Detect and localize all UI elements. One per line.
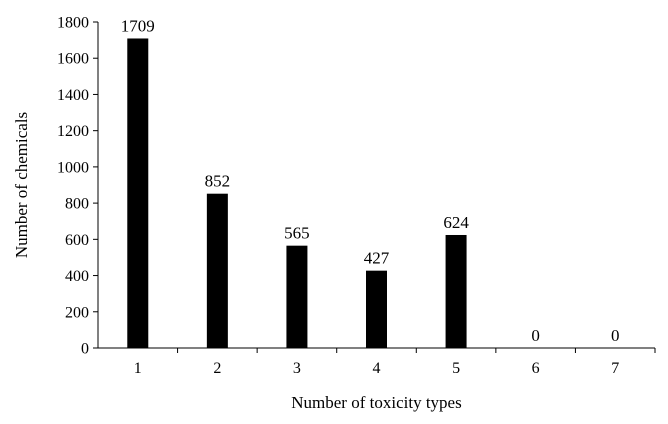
x-axis-title: Number of toxicity types: [291, 393, 461, 412]
data-label-5: 624: [443, 213, 469, 232]
x-tick-label-3: 3: [293, 360, 301, 377]
data-label-6: 0: [531, 326, 540, 345]
y-tick-label: 200: [65, 304, 89, 321]
y-tick-label: 1200: [57, 123, 89, 140]
data-label-4: 427: [364, 249, 390, 268]
x-tick-label-6: 6: [532, 360, 540, 377]
bars: [127, 38, 467, 348]
y-tick-label: 1400: [57, 87, 89, 104]
data-label-3: 565: [284, 224, 310, 243]
bar-1: [127, 38, 149, 348]
y-tick-label: 1000: [57, 159, 89, 176]
y-axis-title: Number of chemicals: [12, 112, 31, 258]
y-tick-label: 800: [65, 196, 89, 213]
data-labels: 1709 852 565 427 624 0 0: [121, 16, 620, 345]
y-tick-label: 1800: [57, 15, 89, 32]
y-tick-label: 1600: [57, 51, 89, 68]
x-tick-label-5: 5: [452, 360, 460, 377]
x-tick-label-7: 7: [611, 360, 619, 377]
y-tick-label: 0: [81, 341, 89, 358]
x-tick-label-1: 1: [134, 360, 142, 377]
bar-5: [445, 234, 467, 348]
y-tick-label: 600: [65, 232, 89, 249]
bar-2: [206, 193, 228, 348]
y-axis-ticks: 0 200 400 600 800 1000 1200 1400 1600 1800: [57, 15, 98, 358]
x-tick-label-2: 2: [213, 360, 221, 377]
y-tick-label: 400: [65, 268, 89, 285]
x-axis-ticks: 1 2 3 4 5 6 7: [134, 348, 656, 377]
x-tick-label-4: 4: [373, 360, 381, 377]
bar-4: [366, 270, 387, 348]
bar-3: [286, 245, 308, 348]
data-label-1: 1709: [121, 16, 155, 35]
data-label-7: 0: [611, 326, 620, 345]
data-label-2: 852: [205, 172, 231, 191]
